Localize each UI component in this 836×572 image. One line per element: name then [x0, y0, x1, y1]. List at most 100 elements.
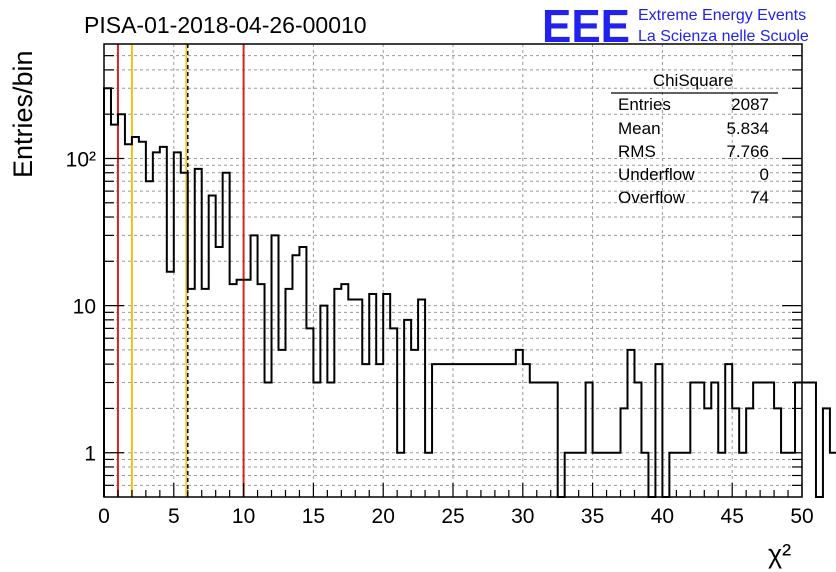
hist-bin-86	[704, 408, 711, 497]
x-tick-label-6: 30	[511, 505, 534, 528]
hist-bin-44	[411, 350, 418, 497]
hist-bin-26	[285, 289, 292, 497]
hist-bin-85	[697, 383, 704, 497]
hist-bin-87	[711, 383, 718, 497]
hist-bin-66	[565, 453, 572, 497]
hist-bin-72	[607, 453, 614, 497]
hist-bin-103	[823, 408, 830, 497]
hist-bin-95	[767, 383, 774, 497]
hist-bin-76	[634, 383, 641, 497]
hist-bin-35	[348, 300, 355, 497]
x-tick-label-0: 0	[98, 505, 110, 528]
hist-bin-9	[167, 272, 174, 497]
hist-bin-17	[223, 173, 230, 497]
y-tick-labels: 1 10 10²	[66, 148, 96, 465]
eee-logo-letters: EEE	[542, 0, 630, 52]
hist-bin-88	[718, 453, 725, 497]
stats-row-value-mean: 5.834	[726, 119, 769, 138]
hist-bin-60	[523, 364, 530, 497]
hist-bin-52	[467, 364, 474, 497]
hist-bin-91	[739, 453, 746, 497]
hist-bin-54	[481, 364, 488, 497]
hist-bin-96	[774, 408, 781, 497]
hist-bin-90	[732, 408, 739, 497]
hist-bin-61	[530, 383, 537, 497]
hist-bin-36	[355, 300, 362, 497]
hist-bin-93	[753, 383, 760, 497]
y-tick-label-0: 1	[84, 443, 96, 466]
hist-bin-99	[795, 383, 802, 497]
hist-bin-73	[614, 453, 621, 497]
hist-bin-4	[132, 137, 139, 497]
hist-bin-12	[188, 289, 195, 497]
hist-bin-62	[537, 383, 544, 497]
hist-bin-33	[334, 289, 341, 497]
hist-bin-58	[509, 364, 516, 497]
hist-bin-13	[195, 169, 202, 497]
hist-bin-74	[621, 408, 628, 497]
hist-bin-29	[306, 328, 313, 497]
hist-bin-55	[488, 364, 495, 497]
hist-bin-53	[474, 364, 481, 497]
hist-bin-104	[830, 453, 836, 497]
hist-bin-45	[418, 300, 425, 497]
eee-logo-line1: Extreme Energy Events	[638, 7, 806, 24]
hist-bin-10	[174, 152, 181, 497]
x-axis-label: χ²	[768, 539, 791, 569]
hist-bin-84	[690, 383, 697, 497]
hist-bin-92	[746, 408, 753, 497]
hist-bin-79	[655, 364, 662, 497]
hist-bin-41	[390, 328, 397, 497]
hist-bin-42	[397, 453, 404, 497]
hist-bin-94	[760, 383, 767, 497]
hist-bin-27	[292, 255, 299, 497]
hist-bin-5	[139, 142, 146, 497]
hist-bin-30	[313, 383, 320, 497]
stats-row-label-overflow: Overflow	[618, 188, 686, 207]
y-axis-label: Entries/bin	[8, 50, 38, 178]
hist-bin-20	[244, 280, 251, 497]
stats-row-label-rms: RMS	[618, 142, 656, 161]
stats-box: ChiSquare Entries 2087 Mean 5.834 RMS 7.…	[611, 71, 778, 207]
hist-bin-22	[258, 284, 265, 497]
stats-row-value-rms: 7.766	[726, 142, 769, 161]
hist-bin-70	[593, 453, 600, 497]
x-tick-label-8: 40	[651, 505, 674, 528]
hist-bin-24	[272, 235, 279, 497]
hist-bin-51	[460, 364, 467, 497]
x-tick-label-9: 45	[721, 505, 744, 528]
hist-bin-31	[320, 306, 327, 497]
x-tick-label-3: 15	[302, 505, 325, 528]
x-tick-label-2: 10	[232, 505, 255, 528]
hist-bin-48	[439, 364, 446, 497]
hist-bin-101	[809, 383, 816, 497]
x-tick-label-10: 50	[790, 505, 813, 528]
hist-bin-7	[153, 152, 160, 497]
x-tick-label-7: 35	[581, 505, 604, 528]
hist-bin-56	[495, 364, 502, 497]
hist-bin-3	[125, 144, 132, 497]
hist-bin-82	[676, 453, 683, 497]
histogram-series	[103, 87, 836, 498]
hist-bin-14	[202, 289, 209, 497]
stats-box-title: ChiSquare	[653, 71, 733, 90]
y-tick-label-1: 10	[73, 296, 96, 319]
hist-bin-39	[376, 364, 383, 497]
stats-row-value-entries: 2087	[731, 95, 769, 114]
hist-bin-16	[216, 247, 223, 497]
chart-title: PISA-01-2018-04-26-00010	[84, 12, 367, 38]
hist-bin-75	[628, 350, 635, 497]
hist-bin-81	[669, 453, 676, 497]
stats-row-label-entries: Entries	[618, 95, 671, 114]
x-tick-label-1: 5	[168, 505, 180, 528]
hist-outline	[103, 87, 836, 498]
hist-bin-15	[209, 196, 216, 497]
hist-bin-63	[544, 383, 551, 497]
hist-bin-46	[425, 453, 432, 497]
hist-bin-34	[341, 284, 348, 497]
hist-bin-1	[111, 125, 118, 497]
axis-ticks	[103, 55, 803, 497]
hist-bin-43	[404, 320, 411, 497]
hist-bin-97	[781, 453, 788, 497]
